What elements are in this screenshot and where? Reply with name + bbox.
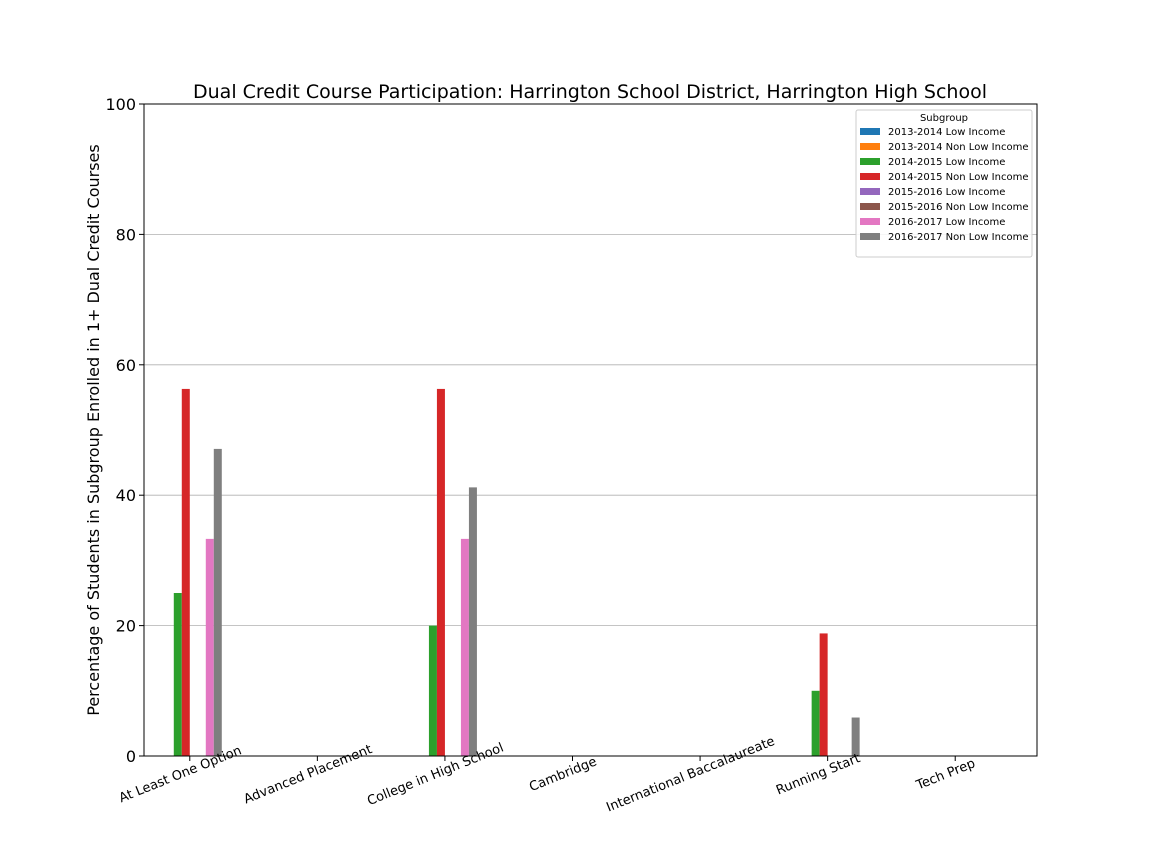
y-tick-label: 40 — [116, 486, 136, 505]
legend-entry: 2016-2017 Low Income — [888, 217, 1005, 228]
legend-title: Subgroup — [920, 113, 968, 124]
bar-8-6 — [851, 717, 860, 756]
bar-7-1 — [205, 538, 214, 756]
y-axis-ticks: 0 20 40 60 80 100 — [105, 95, 144, 766]
bars — [173, 388, 860, 756]
bar-3-6 — [811, 690, 820, 756]
bar-8-3 — [468, 487, 477, 756]
legend-swatch — [860, 203, 880, 210]
y-tick-label: 80 — [116, 225, 136, 244]
plot-frame — [143, 103, 1038, 757]
legend: Subgroup 2013-2014 Low Income 2013-2014 No… — [855, 109, 1033, 258]
legend-entry: 2014-2015 Low Income — [888, 157, 1005, 168]
y-tick-label: 20 — [116, 617, 136, 636]
bar-8-1 — [213, 448, 222, 756]
legend-swatch — [860, 158, 880, 165]
legend-entry: 2013-2014 Non Low Income — [888, 142, 1028, 153]
legend-entry: 2015-2016 Low Income — [888, 187, 1005, 198]
legend-swatch — [860, 233, 880, 240]
legend-entry: 2013-2014 Low Income — [888, 127, 1005, 138]
legend-entry: 2015-2016 Non Low Income — [888, 202, 1028, 213]
y-tick-label: 60 — [116, 356, 136, 375]
legend-box — [855, 109, 1033, 258]
legend-swatch — [860, 128, 880, 135]
legend-swatch — [860, 218, 880, 225]
legend-entry: 2014-2015 Non Low Income — [888, 172, 1028, 183]
y-tick-label: 100 — [105, 95, 136, 114]
y-axis-label: Percentage of Students in Subgroup Enrol… — [84, 144, 103, 715]
bar-3-1 — [173, 593, 182, 756]
chart-title: Dual Credit Course Participation: Harrin… — [193, 81, 987, 103]
legend-swatch — [860, 143, 880, 150]
y-tick-label: 0 — [126, 747, 136, 766]
bar-4-1 — [181, 388, 190, 756]
bar-7-3 — [460, 538, 469, 756]
gridlines — [144, 233, 1037, 626]
bar-3-3 — [428, 625, 437, 756]
legend-entry: 2016-2017 Non Low Income — [888, 232, 1028, 243]
bar-4-6 — [819, 633, 828, 756]
legend-swatch — [860, 188, 880, 195]
legend-swatch — [860, 173, 880, 180]
bar-4-3 — [436, 388, 445, 756]
